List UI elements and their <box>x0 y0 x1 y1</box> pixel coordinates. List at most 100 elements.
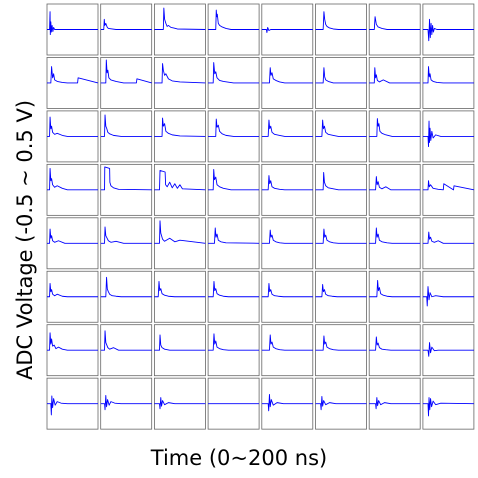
waveform-line <box>100 276 152 298</box>
waveform-line <box>369 67 421 84</box>
waveform-line <box>154 7 206 30</box>
waveform-line <box>422 66 474 84</box>
subplot-r7-c1 <box>100 377 153 430</box>
waveform-line <box>47 332 98 351</box>
subplot-r0-c4 <box>261 3 314 56</box>
subplot-r1-c2 <box>153 57 206 109</box>
waveform-line <box>369 16 421 30</box>
subplot-r2-c0 <box>46 110 99 163</box>
subplot-r0-c3 <box>207 3 260 56</box>
subplot-r2-c3 <box>207 110 260 163</box>
subplot-r0-c7 <box>422 3 475 56</box>
waveform-line <box>369 118 421 137</box>
waveform-line <box>315 119 367 137</box>
subplot-r0-c5 <box>315 3 367 56</box>
subplot-r2-c1 <box>100 110 153 163</box>
subplot-r6-c3 <box>207 324 260 377</box>
subplot-r4-c3 <box>207 217 260 270</box>
subplot-frame <box>422 163 475 216</box>
subplot-r5-c0 <box>46 270 99 323</box>
subplot-r5-c1 <box>100 270 153 323</box>
waveform-line <box>154 170 206 191</box>
waveform-line <box>369 397 421 410</box>
waveform-line <box>47 11 98 36</box>
subplot-r1-c1 <box>100 57 153 109</box>
subplot-r4-c2 <box>153 217 206 270</box>
waveform-line <box>47 395 98 416</box>
waveform-line <box>47 66 99 84</box>
subplot-r4-c5 <box>315 217 367 270</box>
subplot-r1-c0 <box>46 57 99 109</box>
subplot-r3-c1 <box>100 163 153 216</box>
subplot-r3-c0 <box>46 163 99 216</box>
subplot-r3-c3 <box>207 163 260 216</box>
waveform-line <box>100 18 152 30</box>
waveform-line <box>315 335 367 351</box>
waveform-line <box>208 62 260 84</box>
subplot-r0-c0 <box>46 3 99 56</box>
subplot-r7-c3 <box>207 377 260 430</box>
x-axis-label: Time (0~200 ns) <box>150 446 328 470</box>
subplot-r7-c5 <box>315 377 367 430</box>
subplot-r1-c5 <box>315 57 367 109</box>
subplot-r2-c6 <box>368 110 421 163</box>
subplot-r6-c1 <box>100 324 153 377</box>
waveform-line <box>47 167 98 191</box>
waveform-line <box>422 18 474 42</box>
waveform-line <box>369 336 421 351</box>
waveform-line <box>315 396 367 411</box>
subplot-frame <box>153 217 206 270</box>
waveform-line <box>100 166 152 191</box>
waveform-line <box>422 342 474 357</box>
subplot-grid <box>46 3 475 430</box>
waveform-line <box>154 281 206 298</box>
subplot-r5-c6 <box>368 270 421 323</box>
subplot-r5-c4 <box>261 270 314 323</box>
waveform-line <box>422 286 474 307</box>
subplot-r4-c4 <box>261 217 314 270</box>
subplot-r7-c7 <box>422 377 475 430</box>
subplot-r7-c2 <box>153 377 206 430</box>
subplot-r6-c2 <box>153 324 206 377</box>
subplot-r4-c6 <box>368 217 421 270</box>
subplot-r3-c7 <box>422 163 475 216</box>
subplot-r3-c6 <box>368 163 421 216</box>
subplot-r4-c7 <box>422 217 475 270</box>
subplot-r2-c4 <box>261 110 314 163</box>
waveform-line <box>154 220 206 244</box>
subplot-r0-c6 <box>368 3 421 56</box>
waveform-line <box>154 117 206 137</box>
subplot-r3-c5 <box>315 163 367 216</box>
waveform-line <box>208 9 260 30</box>
waveform-line <box>315 284 367 298</box>
subplot-r1-c4 <box>261 57 314 109</box>
subplot-r2-c7 <box>422 110 475 163</box>
waveform-line <box>422 231 474 244</box>
waveform-line <box>261 394 313 412</box>
subplot-r5-c2 <box>153 270 206 323</box>
waveform-line <box>315 67 367 84</box>
waveform-line <box>47 228 98 244</box>
waveform-line <box>154 63 206 84</box>
waveform-line <box>369 279 421 298</box>
waveform-line <box>261 67 313 84</box>
subplot-r6-c0 <box>46 324 99 377</box>
waveform-line <box>47 283 98 298</box>
waveform-line <box>422 397 474 417</box>
waveform-line <box>261 27 313 34</box>
waveform-line <box>315 172 367 191</box>
waveform-line <box>315 11 367 30</box>
subplot-r0-c2 <box>153 3 206 56</box>
waveform-line <box>369 227 421 244</box>
waveform-line <box>47 116 98 137</box>
waveform-line <box>100 226 152 244</box>
waveform-line <box>208 281 260 298</box>
waveform-line <box>208 227 260 244</box>
waveform-line <box>154 397 206 410</box>
waveform-line <box>100 330 152 351</box>
waveform-line <box>154 334 206 351</box>
subplot-r6-c5 <box>315 324 367 377</box>
waveform-line <box>422 180 474 191</box>
subplot-r0-c1 <box>100 3 153 56</box>
